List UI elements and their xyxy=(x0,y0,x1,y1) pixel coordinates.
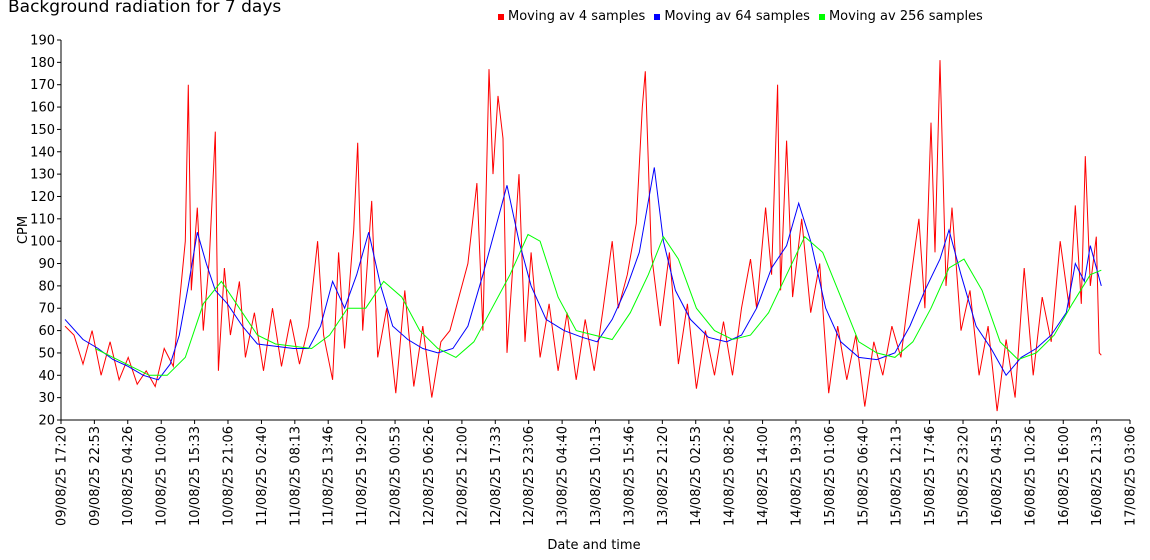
x-tick-label: 11/08/25 13:46 xyxy=(322,426,337,526)
legend-swatch xyxy=(498,13,504,20)
y-tick-label: 30 xyxy=(38,391,55,406)
series-line-1 xyxy=(64,60,1102,412)
y-tick-label: 20 xyxy=(38,414,55,429)
y-tick-label: 110 xyxy=(30,212,55,227)
x-tick-label: 14/08/25 08:26 xyxy=(723,426,738,526)
y-tick-label: 100 xyxy=(30,235,55,250)
x-tick-label: 12/08/25 23:06 xyxy=(522,426,537,526)
legend: Moving av 4 samples Moving av 64 samples M… xyxy=(498,9,992,24)
legend-label: Moving av 4 samples xyxy=(508,9,646,24)
x-tick-label: 13/08/25 15:46 xyxy=(622,426,637,526)
y-tick-label: 160 xyxy=(30,101,55,116)
x-tick-label: 17/08/25 03:06 xyxy=(1124,426,1139,526)
series-line-2 xyxy=(64,167,1102,381)
y-tick-label: 190 xyxy=(30,34,55,49)
x-tick-label: 11/08/25 08:13 xyxy=(288,426,303,526)
x-tick-label: 10/08/25 10:00 xyxy=(155,426,170,526)
x-tick-label: 10/08/25 04:26 xyxy=(121,426,136,526)
x-tick-label: 14/08/25 02:53 xyxy=(689,426,704,526)
x-tick-label: 12/08/25 17:33 xyxy=(489,426,504,526)
x-tick-label: 12/08/25 12:00 xyxy=(455,426,470,526)
x-tick-label: 14/08/25 19:33 xyxy=(790,426,805,526)
x-tick-label: 15/08/25 06:40 xyxy=(856,426,871,526)
x-tick-label: 14/08/25 14:00 xyxy=(756,426,771,526)
ticks-layer: 20 30 40 50 60 70 80 90 100 110 120 130 140 150 160 170… xyxy=(30,34,1138,526)
y-tick-label: 170 xyxy=(30,78,55,93)
legend-swatch xyxy=(654,13,661,20)
x-tick-label: 16/08/25 16:00 xyxy=(1057,426,1072,526)
series-layer xyxy=(64,60,1102,412)
x-tick-label: 16/08/25 10:26 xyxy=(1023,426,1038,526)
x-tick-label: 16/08/25 21:33 xyxy=(1090,426,1105,526)
y-tick-label: 60 xyxy=(38,324,55,339)
legend-item-3: Moving av 256 samples xyxy=(818,9,983,24)
y-tick-label: 40 xyxy=(38,369,55,384)
x-tick-label: 16/08/25 04:53 xyxy=(990,426,1005,526)
x-tick-label: 13/08/25 21:20 xyxy=(656,426,671,526)
y-tick-label: 90 xyxy=(38,257,55,272)
x-tick-label: 12/08/25 06:26 xyxy=(422,426,437,526)
legend-label: Moving av 64 samples xyxy=(664,9,810,24)
x-tick-label: 15/08/25 17:46 xyxy=(923,426,938,526)
x-tick-label: 13/08/25 10:13 xyxy=(589,426,604,526)
x-axis-label: Date and time xyxy=(547,538,640,553)
x-tick-label: 13/08/25 04:40 xyxy=(556,426,571,526)
x-tick-label: 12/08/25 00:53 xyxy=(389,426,404,526)
y-tick-label: 150 xyxy=(30,123,55,138)
y-tick-label: 130 xyxy=(30,168,55,183)
y-tick-label: 80 xyxy=(38,279,55,294)
x-tick-label: 15/08/25 12:13 xyxy=(890,426,905,526)
y-tick-label: 50 xyxy=(38,346,55,361)
y-tick-label: 140 xyxy=(30,145,55,160)
x-tick-label: 10/08/25 15:33 xyxy=(188,426,203,526)
x-tick-label: 15/08/25 23:20 xyxy=(957,426,972,526)
x-tick-label: 10/08/25 21:06 xyxy=(222,426,237,526)
legend-item-2: Moving av 64 samples xyxy=(654,9,810,24)
y-tick-label: 70 xyxy=(38,302,55,317)
legend-swatch xyxy=(818,13,825,20)
y-tick-label: 120 xyxy=(30,190,55,205)
chart-title: Background radiation for 7 days xyxy=(8,0,282,17)
y-axis-label: CPM xyxy=(16,216,31,244)
series-line-3 xyxy=(94,233,1102,376)
legend-label: Moving av 256 samples xyxy=(828,9,983,24)
x-tick-label: 11/08/25 02:40 xyxy=(255,426,270,526)
legend-item-1: Moving av 4 samples xyxy=(498,9,645,24)
x-tick-label: 09/08/25 22:53 xyxy=(88,426,103,526)
x-tick-label: 09/08/25 17:20 xyxy=(55,426,70,526)
x-tick-label: 15/08/25 01:06 xyxy=(823,426,838,526)
y-tick-label: 180 xyxy=(30,56,55,71)
x-tick-label: 11/08/25 19:20 xyxy=(355,426,370,526)
